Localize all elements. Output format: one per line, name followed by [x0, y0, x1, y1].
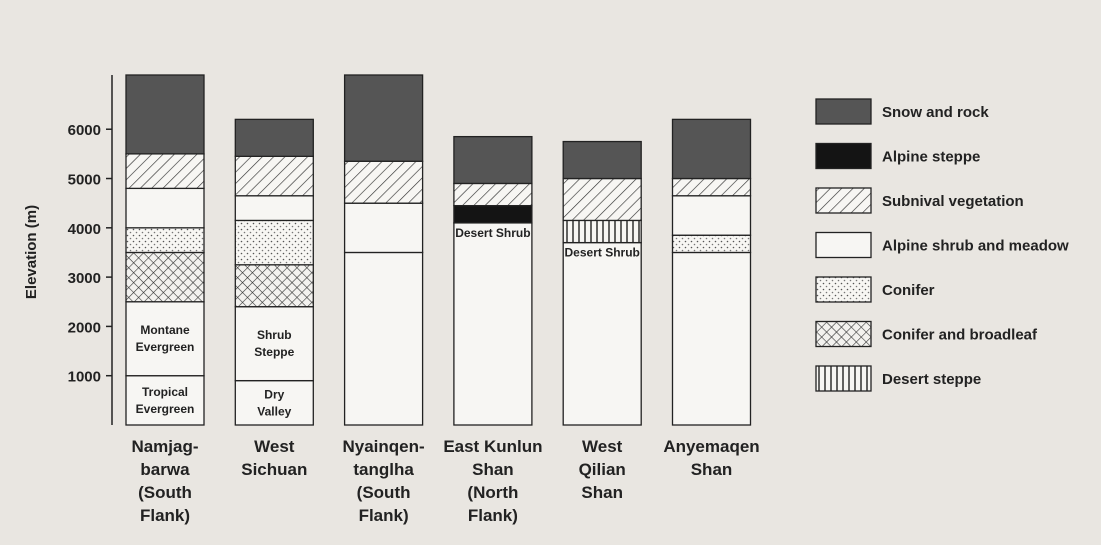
legend-swatch [815, 320, 872, 348]
legend-swatch [815, 142, 872, 170]
bar-segment [234, 155, 314, 197]
bar-segment [125, 251, 205, 303]
y-tick-label: 6000 [68, 122, 101, 139]
bar-segment [453, 182, 533, 207]
y-tick-label: 5000 [68, 172, 101, 189]
bar-segment [671, 118, 752, 180]
legend-label: Conifer and broadleaf [882, 327, 1038, 344]
legend-swatch [815, 276, 872, 303]
bar-segment [671, 234, 752, 254]
legend-label: Alpine steppe [882, 149, 980, 166]
y-axis-label: Elevation (m) [23, 205, 40, 299]
y-tick-label: 3000 [68, 270, 101, 287]
segment-label: Desert Shrub [455, 226, 530, 240]
bar-segment [125, 153, 205, 190]
bar-segment [125, 301, 205, 377]
bar-segment [343, 74, 424, 162]
x-tick-label: Anyemaqen Shan [663, 437, 759, 479]
bar-segment [343, 251, 424, 426]
legend-swatch [815, 231, 872, 259]
x-tick-label: Namjag-barwa (South Flank) [131, 437, 198, 525]
y-tick-label: 1000 [68, 369, 101, 386]
bar-segment [234, 264, 314, 308]
bar-segment [671, 251, 752, 426]
x-tick-label: West Sichuan [241, 437, 307, 479]
bar-segment [125, 187, 205, 229]
bar-segment [125, 74, 205, 155]
segment-label: Tropical Evergreen [136, 385, 195, 416]
bar-segment [125, 375, 205, 426]
segment-label: Desert Shrub [565, 246, 640, 260]
bar-segment [453, 222, 533, 426]
bar-segment [234, 118, 314, 157]
bar-segment [671, 195, 752, 236]
bar-segment [562, 241, 642, 426]
bar-segment [562, 140, 642, 180]
segment-label: Dry Valley [257, 387, 291, 418]
x-tick-label: West Qilian Shan [579, 437, 626, 502]
x-tick-label: Nyainqen-tanglha (South Flank) [343, 437, 425, 525]
bar-segment [562, 177, 642, 222]
bar-segment [343, 160, 424, 204]
legend-swatch [815, 365, 872, 392]
bar-segment [562, 219, 642, 244]
bar-segment [671, 177, 752, 197]
y-tick-label: 2000 [68, 319, 101, 336]
legend-swatch [815, 98, 872, 125]
bar-segment [234, 379, 314, 426]
y-tick-label: 4000 [68, 221, 101, 238]
legend-label: Desert steppe [882, 371, 981, 388]
legend-swatch [815, 187, 872, 214]
legend-label: Subnival vegetation [882, 193, 1024, 210]
bar-segment [343, 202, 424, 254]
bar-segment [234, 219, 314, 266]
segment-label: Montane Evergreen [136, 323, 195, 354]
segment-label: Shrub Steppe [254, 328, 294, 359]
bar-segment [234, 195, 314, 222]
x-tick-label: East Kunlun Shan (North Flank) [443, 437, 542, 525]
legend-label: Conifer [882, 282, 935, 299]
bar-segment [125, 227, 205, 254]
bar-segment [453, 204, 533, 224]
bar-segment [234, 306, 314, 382]
legend-label: Snow and rock [882, 104, 989, 121]
bar-segment [453, 135, 533, 185]
legend-label: Alpine shrub and meadow [882, 238, 1069, 255]
